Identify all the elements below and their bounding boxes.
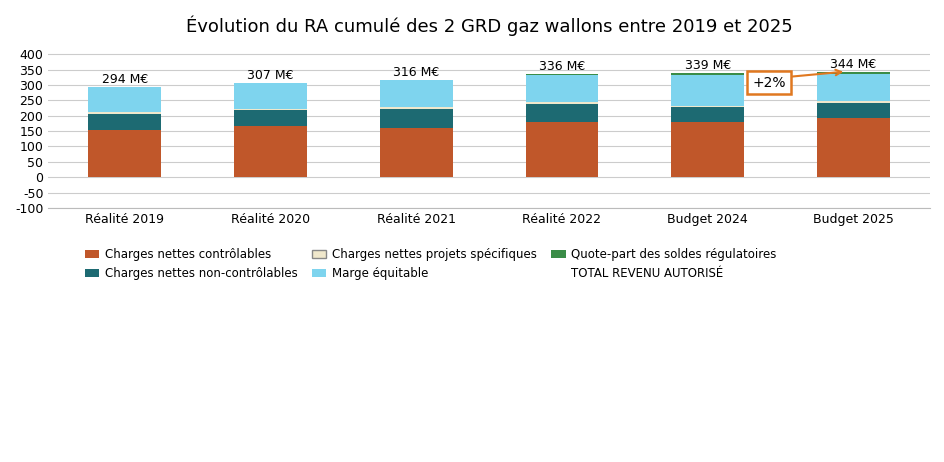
Text: 336 M€: 336 M€ bbox=[538, 60, 584, 73]
Text: +2%: +2% bbox=[751, 76, 784, 90]
Bar bbox=[817, 101, 889, 103]
Bar bbox=[817, 74, 889, 101]
Bar bbox=[525, 104, 598, 122]
Bar bbox=[88, 114, 161, 130]
Bar bbox=[88, 87, 161, 112]
Text: 339 M€: 339 M€ bbox=[683, 59, 730, 72]
Bar bbox=[234, 84, 307, 109]
Bar bbox=[817, 118, 889, 177]
Bar bbox=[817, 72, 889, 74]
Bar bbox=[525, 102, 598, 104]
Bar bbox=[379, 80, 452, 107]
Bar bbox=[234, 83, 307, 84]
Text: 316 M€: 316 M€ bbox=[393, 66, 439, 79]
Bar bbox=[670, 122, 743, 177]
Bar bbox=[234, 110, 307, 126]
Bar bbox=[670, 107, 743, 122]
Bar bbox=[670, 73, 743, 75]
Text: 344 M€: 344 M€ bbox=[830, 58, 876, 71]
Bar bbox=[234, 109, 307, 110]
Title: Évolution du RA cumulé des 2 GRD gaz wallons entre 2019 et 2025: Évolution du RA cumulé des 2 GRD gaz wal… bbox=[186, 15, 792, 36]
Legend: Charges nettes contrôlables, Charges nettes non-contrôlables, Charges nettes pro: Charges nettes contrôlables, Charges net… bbox=[80, 243, 781, 285]
Bar bbox=[234, 126, 307, 177]
Bar bbox=[379, 128, 452, 177]
Bar bbox=[525, 122, 598, 177]
Bar bbox=[379, 109, 452, 128]
Bar bbox=[88, 112, 161, 114]
Bar bbox=[88, 130, 161, 177]
Bar bbox=[670, 106, 743, 107]
Bar bbox=[817, 103, 889, 118]
Text: 307 M€: 307 M€ bbox=[247, 69, 294, 82]
Text: 294 M€: 294 M€ bbox=[102, 73, 147, 86]
Bar bbox=[525, 74, 598, 102]
Bar bbox=[379, 107, 452, 109]
Bar bbox=[670, 75, 743, 106]
